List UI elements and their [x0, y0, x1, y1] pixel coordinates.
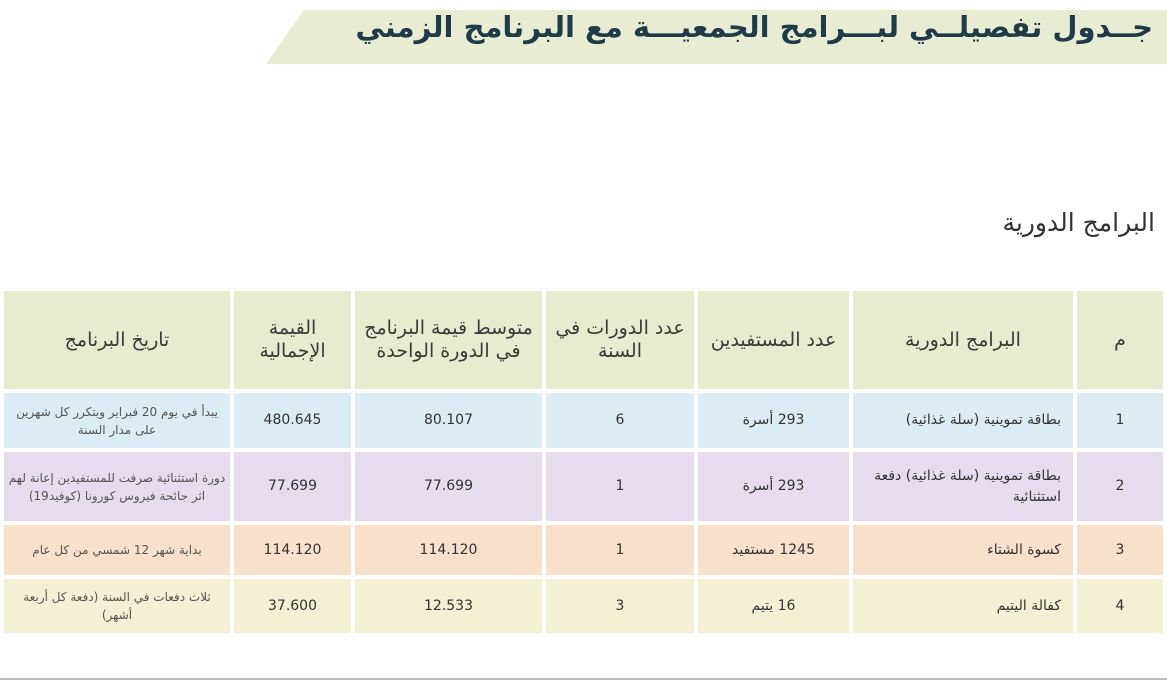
cell-program: كسوة الشتاء: [853, 525, 1073, 575]
title-banner: [266, 10, 1167, 64]
header-average-value: متوسط قيمة البرنامج في الدورة الواحدة: [355, 291, 542, 389]
table-row: 3 كسوة الشتاء 1245 مستفيد 1 114.120 114.…: [4, 525, 1163, 575]
cell-index: 1: [1077, 393, 1163, 448]
header-total-value: القيمة الإجمالية: [234, 291, 351, 389]
cell-index: 4: [1077, 579, 1163, 633]
cell-date: دورة استثنائية صرفت للمستفيدين إعانة لهم…: [4, 452, 230, 521]
cell-average-value: 12.533: [355, 579, 542, 633]
table-row: 2 بطاقة تموينية (سلة غذائية) دفعة استثنا…: [4, 452, 1163, 521]
header-date: تاريخ البرنامج: [4, 291, 230, 389]
header-cycles: عدد الدورات في السنة: [546, 291, 694, 389]
cell-cycles: 1: [546, 525, 694, 575]
cell-cycles: 6: [546, 393, 694, 448]
cell-beneficiaries: 293 أسرة: [698, 393, 849, 448]
cell-index: 2: [1077, 452, 1163, 521]
cell-cycles: 3: [546, 579, 694, 633]
table-row: 4 كفالة اليتيم 16 يتيم 3 12.533 37.600 ث…: [4, 579, 1163, 633]
cell-date: يبدأ في يوم 20 فبراير ويتكرر كل شهرين عل…: [4, 393, 230, 448]
cell-average-value: 80.107: [355, 393, 542, 448]
header-beneficiaries: عدد المستفيدين: [698, 291, 849, 389]
cell-average-value: 77.699: [355, 452, 542, 521]
cell-program: بطاقة تموينية (سلة غذائية): [853, 393, 1073, 448]
cell-cycles: 1: [546, 452, 694, 521]
header-program: البرامج الدورية: [853, 291, 1073, 389]
table-header-row: م البرامج الدورية عدد المستفيدين عدد الد…: [4, 291, 1163, 389]
bottom-divider: [0, 678, 1167, 680]
section-title: البرامج الدورية: [1002, 208, 1155, 237]
cell-total-value: 37.600: [234, 579, 351, 633]
cell-total-value: 480.645: [234, 393, 351, 448]
cell-total-value: 77.699: [234, 452, 351, 521]
page-title: جــدول تفصيلــي لبـــرامج الجمعيـــة مع …: [355, 10, 1153, 44]
table-row: 1 بطاقة تموينية (سلة غذائية) 293 أسرة 6 …: [4, 393, 1163, 448]
cell-index: 3: [1077, 525, 1163, 575]
cell-program: بطاقة تموينية (سلة غذائية) دفعة استثنائي…: [853, 452, 1073, 521]
programs-table: م البرامج الدورية عدد المستفيدين عدد الد…: [0, 287, 1167, 637]
cell-beneficiaries: 16 يتيم: [698, 579, 849, 633]
cell-date: بداية شهر 12 شمسي من كل عام: [4, 525, 230, 575]
header-index: م: [1077, 291, 1163, 389]
cell-date: ثلاث دفعات في السنة (دفعة كل أربعة أشهر): [4, 579, 230, 633]
cell-program: كفالة اليتيم: [853, 579, 1073, 633]
cell-beneficiaries: 1245 مستفيد: [698, 525, 849, 575]
cell-total-value: 114.120: [234, 525, 351, 575]
cell-average-value: 114.120: [355, 525, 542, 575]
cell-beneficiaries: 293 أسرة: [698, 452, 849, 521]
